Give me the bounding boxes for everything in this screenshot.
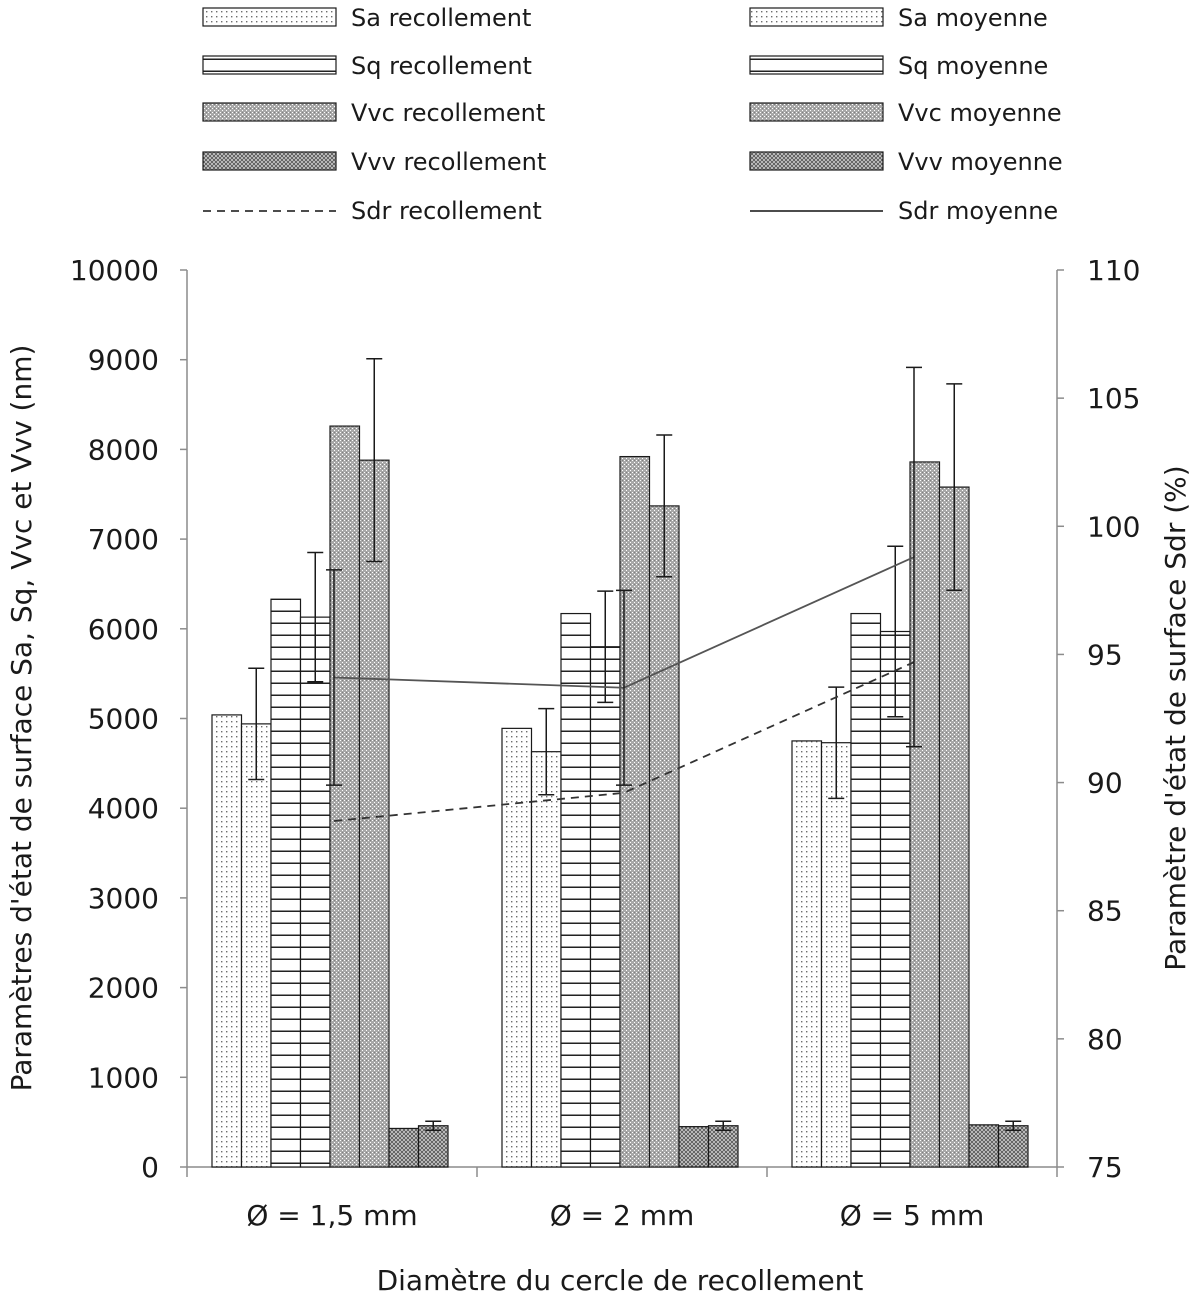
category-label: Ø = 5 mm: [840, 1199, 985, 1232]
bar: [997, 1125, 1029, 1168]
bar: [329, 425, 361, 1168]
legend-label: Sdr recollement: [351, 197, 542, 225]
y-tick-label: 4000: [88, 792, 159, 825]
legend-swatch: [749, 7, 884, 27]
y-tick-label: 9000: [88, 344, 159, 377]
y-tick-label: 2000: [88, 972, 159, 1005]
bar: [270, 598, 302, 1168]
y-tick-label: 8000: [88, 433, 159, 466]
legend-swatch: [202, 102, 337, 122]
y2-tick-label: 90: [1087, 767, 1123, 800]
bar: [211, 714, 243, 1168]
error-bars: [248, 358, 1022, 1131]
plot-area: 0 1000 2000 3000 4000 5000 6000 7000 8000 9000 100…: [70, 254, 1141, 1232]
bar: [820, 742, 852, 1168]
legend-label: Sdr moyenne: [898, 197, 1058, 225]
legend-swatch: [202, 151, 337, 171]
bar: [938, 486, 970, 1168]
bar: [417, 1125, 449, 1168]
bar: [240, 723, 272, 1168]
legend-label: Sa recollement: [351, 4, 531, 32]
y-tick-label: 0: [141, 1151, 159, 1184]
bar: [358, 459, 390, 1168]
category-label: Ø = 2 mm: [550, 1199, 695, 1232]
legend-label: Sq moyenne: [898, 52, 1048, 80]
bar: [388, 1127, 420, 1168]
y2-tick-label: 105: [1087, 382, 1140, 415]
y2-tick-label: 80: [1087, 1023, 1123, 1056]
y-tick-label: 10000: [70, 254, 159, 287]
bar: [850, 612, 882, 1168]
bar: [299, 616, 331, 1168]
bar: [530, 751, 562, 1168]
legend-label: Vvc moyenne: [898, 99, 1062, 127]
bar: [968, 1124, 1000, 1168]
legend-swatch: [749, 55, 884, 75]
legend-swatch: [202, 55, 337, 75]
y2-tick-label: 95: [1087, 638, 1123, 671]
y2-axis-title: Paramètre d'état de surface Sdr (%): [1159, 465, 1192, 970]
bar: [648, 505, 680, 1168]
bar: [707, 1125, 739, 1168]
bar: [501, 727, 533, 1168]
y-tick-label: 7000: [88, 523, 159, 556]
bar: [791, 740, 823, 1168]
bar: [678, 1126, 710, 1168]
legend-swatch: [749, 102, 884, 122]
legend-label: Vvc recollement: [351, 99, 545, 127]
y-tick-label: 5000: [88, 703, 159, 736]
y-tick-label: 1000: [88, 1061, 159, 1094]
legend-swatch: [749, 151, 884, 171]
y-tick-label: 3000: [88, 882, 159, 915]
category-label: Ø = 1,5 mm: [246, 1199, 417, 1232]
bar: [560, 612, 592, 1168]
legend-label: Vvv moyenne: [898, 148, 1063, 176]
x-axis-title: Diamètre du cercle de recollement: [377, 1264, 864, 1296]
legend-label: Vvv recollement: [351, 148, 546, 176]
y2-tick-label: 75: [1087, 1151, 1123, 1184]
bar: [619, 455, 651, 1168]
y2-tick-label: 85: [1087, 895, 1123, 928]
legend-swatch: [202, 7, 337, 27]
bar: [589, 646, 621, 1168]
y2-tick-label: 100: [1087, 510, 1140, 543]
y-tick-label: 6000: [88, 613, 159, 646]
y2-tick-label: 110: [1087, 254, 1140, 287]
legend: Sa recollement Sa moyenne Sq recollement Sq…: [202, 4, 1063, 225]
legend-label: Sa moyenne: [898, 4, 1048, 32]
legend-label: Sq recollement: [351, 52, 532, 80]
y-axis-title: Paramètres d'état de surface Sa, Sq, Vvc…: [5, 345, 38, 1092]
